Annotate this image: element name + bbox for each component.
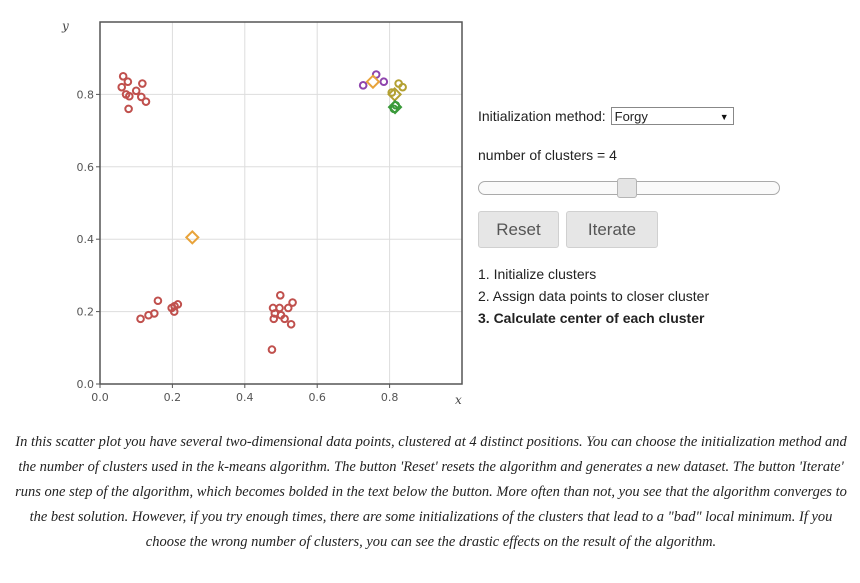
cluster-centers (184, 74, 403, 245)
cluster-center (387, 99, 403, 115)
x-tick-label: 0.8 (381, 391, 399, 404)
reset-button[interactable]: Reset (478, 211, 559, 248)
y-axis-label: y (61, 19, 69, 33)
data-point (283, 303, 293, 313)
cluster-center (365, 74, 381, 90)
plot-grid (100, 22, 462, 384)
data-point (269, 314, 279, 324)
iterate-button[interactable]: Iterate (566, 211, 658, 248)
slider-handle[interactable] (617, 178, 638, 198)
data-point (136, 92, 146, 102)
data-point (379, 77, 389, 87)
algorithm-steps: 1. Initialize clusters 2. Assign data po… (478, 263, 709, 329)
data-point (124, 104, 133, 114)
k-means-scatter-plot: 0.0 0.2 0.4 0.6 0.8 0.0 0.2 0.4 0.6 0.8 x y (61, 19, 463, 407)
data-point (358, 81, 368, 90)
data-point (398, 82, 407, 92)
x-tick-label: 0.6 (308, 391, 326, 404)
step-assign: 2. Assign data points to closer cluster (478, 288, 710, 304)
x-axis-label: x (455, 393, 462, 407)
data-point (131, 86, 141, 96)
data-point (288, 298, 297, 307)
data-point (169, 307, 179, 316)
x-tick-label: 0.0 (91, 391, 109, 404)
data-point (280, 314, 289, 324)
data-point (136, 314, 145, 324)
data-point (123, 77, 133, 87)
y-tick-label: 0.0 (77, 378, 95, 391)
data-point (117, 82, 127, 92)
data-points (117, 70, 407, 354)
x-tick-label: 0.4 (236, 391, 254, 404)
initialization-label: Initialization method: (478, 108, 606, 124)
data-point (286, 319, 296, 329)
step-calculate-center: 3. Calculate center of each cluster (478, 310, 705, 326)
data-point (267, 345, 277, 354)
initialization-selected-value: Forgy (614, 109, 648, 124)
data-point (118, 72, 128, 81)
y-tick-label: 0.4 (77, 233, 95, 246)
data-point (275, 291, 285, 300)
clusters-count-label: number of clusters = 4 (478, 147, 617, 163)
clusters-slider[interactable] (478, 178, 780, 198)
data-point (125, 91, 134, 101)
initialization-row: Initialization method: Forgy ▼ (478, 107, 734, 125)
x-tick-label: 0.2 (164, 391, 182, 404)
plot-frame (99, 21, 463, 385)
data-point (141, 97, 151, 106)
cluster-center (184, 229, 200, 245)
data-point (387, 88, 397, 97)
axis-ticks: 0.0 0.2 0.4 0.6 0.8 0.0 0.2 0.4 0.6 0.8 (77, 88, 399, 404)
y-tick-label: 0.2 (77, 306, 95, 319)
data-point (153, 296, 163, 306)
y-tick-label: 0.8 (77, 88, 95, 101)
data-point (144, 310, 153, 320)
initialization-select[interactable]: Forgy ▼ (610, 107, 734, 125)
dropdown-caret-icon: ▼ (719, 112, 729, 122)
data-point (138, 79, 147, 88)
y-tick-label: 0.6 (77, 161, 95, 174)
step-initialize: 1. Initialize clusters (478, 266, 597, 282)
description-text: In this scatter plot you have several tw… (15, 434, 847, 550)
